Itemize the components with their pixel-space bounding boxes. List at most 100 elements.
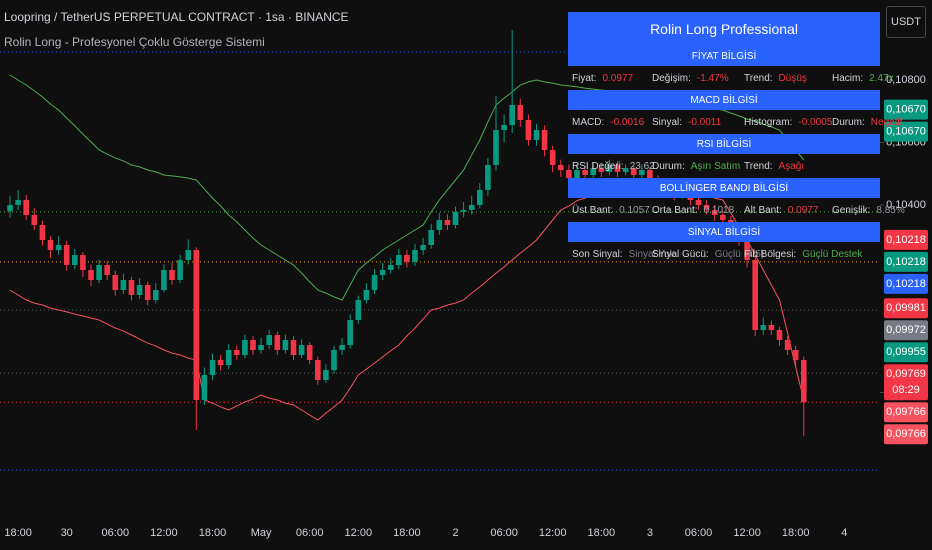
candle-body <box>711 210 718 215</box>
info-cell: Histogram: -0.0005 <box>744 117 832 128</box>
info-value: Aşırı Satım <box>690 160 741 172</box>
info-value: 23.62 <box>629 160 655 172</box>
candle-body <box>177 260 183 280</box>
info-label: Alt Bant: <box>744 204 782 216</box>
candle-body <box>792 350 799 360</box>
candle-body <box>590 168 596 175</box>
info-label: Trend: <box>744 160 773 172</box>
info-value: -0.0016 <box>610 116 645 128</box>
info-cell: Sinyal: -0.0011 <box>652 117 744 128</box>
candle-body <box>404 255 410 262</box>
info-value: 0.0977 <box>787 204 819 216</box>
section-heading: RSI BİLGİSİ <box>568 134 880 154</box>
price-label-text: 0,09766 <box>886 406 926 418</box>
x-tick-label: 18:00 <box>4 527 32 539</box>
candle-body <box>598 168 605 172</box>
candle-body <box>209 360 216 375</box>
candle-body <box>39 225 46 240</box>
info-value: Negatif <box>870 116 903 128</box>
candle-body <box>574 170 580 179</box>
candle-body <box>144 285 151 300</box>
price-label <box>884 251 928 272</box>
candle-body <box>622 168 629 172</box>
x-tick-label: 06:00 <box>296 527 324 539</box>
candle-body <box>169 270 175 280</box>
info-label: RSI Değeri: <box>572 160 624 172</box>
candle-body <box>193 250 200 400</box>
candle-body <box>752 260 758 330</box>
x-tick-label: 4 <box>841 527 847 539</box>
candle-body <box>517 105 524 120</box>
candle-body <box>234 350 240 355</box>
info-label: Sinyal Gücü: <box>652 248 709 260</box>
info-value: Güçlü Destek <box>802 248 863 260</box>
info-label: Sinyal: <box>652 116 683 128</box>
candle-body <box>501 125 507 130</box>
info-cell: MACD: -0.0016 <box>572 117 652 128</box>
candle-body <box>7 205 13 212</box>
info-cell: Trend: Düşüş <box>744 73 832 84</box>
price-label-text: 0,10670 <box>886 126 926 138</box>
info-cell: Durum: Negatif <box>832 116 902 128</box>
price-label <box>884 342 928 363</box>
info-cell: Genişlik: 8.85% <box>832 205 905 216</box>
info-value: -0.0011 <box>688 116 722 128</box>
info-label: Durum: <box>652 160 685 172</box>
price-label-text: 0,10218 <box>886 234 926 246</box>
x-tick-label: 18:00 <box>782 527 810 539</box>
candle-body <box>80 255 86 270</box>
candle-body <box>801 360 807 403</box>
info-label: Durum: <box>832 116 865 128</box>
info-label: Değişim: <box>652 72 691 84</box>
section-row: Fiyat: 0.0977 Değişim: -1.47% Trend: Düşüş Hac… <box>568 66 894 90</box>
x-tick-label: May <box>251 527 272 539</box>
info-value: 0.1057 <box>619 204 650 216</box>
candle-body <box>396 255 402 265</box>
candle-body <box>112 275 119 290</box>
info-cell: Sinyal Gücü: Güçlü (4/5) <box>652 248 764 260</box>
candle-body <box>290 340 297 355</box>
x-tick-label: 18:00 <box>199 527 227 539</box>
info-value: Güçlü (4/5) <box>714 248 765 260</box>
info-cell: Son Sinyal: Sinyal Yok <box>572 249 675 260</box>
info-cell: Hacim: 2.47x <box>832 73 894 84</box>
price-label <box>884 402 928 423</box>
candle-body <box>217 360 224 365</box>
x-tick-label: 12:00 <box>733 527 761 539</box>
info-cell: Üst Bant: 0.1057 <box>572 205 652 216</box>
info-label: Fiyat: <box>572 72 597 84</box>
candle-body <box>136 285 143 295</box>
info-label: Trend: <box>744 72 773 84</box>
price-label-text: 0,09955 <box>886 346 926 358</box>
candle-body <box>363 290 370 300</box>
currency-button[interactable]: USDT <box>886 6 926 38</box>
price-label <box>884 229 928 250</box>
info-value: 8.85% <box>876 204 905 216</box>
y-tick-label: 0,10800 <box>886 74 926 86</box>
chart-title: Loopring / TetherUS PERPETUAL CONTRACT ·… <box>4 10 349 24</box>
candle-body <box>525 120 532 140</box>
price-label-text: 0,10218 <box>886 256 926 268</box>
candle-body <box>776 330 783 340</box>
candle-body <box>55 245 62 250</box>
candle-body <box>15 200 21 205</box>
candle-body <box>339 345 345 350</box>
candle-body <box>541 130 548 150</box>
candle-body <box>347 320 353 345</box>
candle-body <box>266 335 272 345</box>
countdown: 08:29 <box>892 384 920 396</box>
section-heading: MACD BİLGİSİ <box>568 90 880 110</box>
panel-title: Rolin Long Professional <box>568 12 880 46</box>
candle-body <box>298 345 305 355</box>
candle-body <box>315 360 321 380</box>
x-tick-label: 12:00 <box>345 527 373 539</box>
candle-body <box>282 340 289 350</box>
price-label-text: 0,10670 <box>886 104 926 116</box>
candle-body <box>566 170 572 179</box>
candle-body <box>153 290 159 300</box>
info-label: Fib Bölgesi: <box>744 248 797 260</box>
info-value: Düşüş <box>778 72 807 84</box>
y-tick-label: 0,10400 <box>886 199 926 211</box>
candle-body <box>420 245 426 250</box>
